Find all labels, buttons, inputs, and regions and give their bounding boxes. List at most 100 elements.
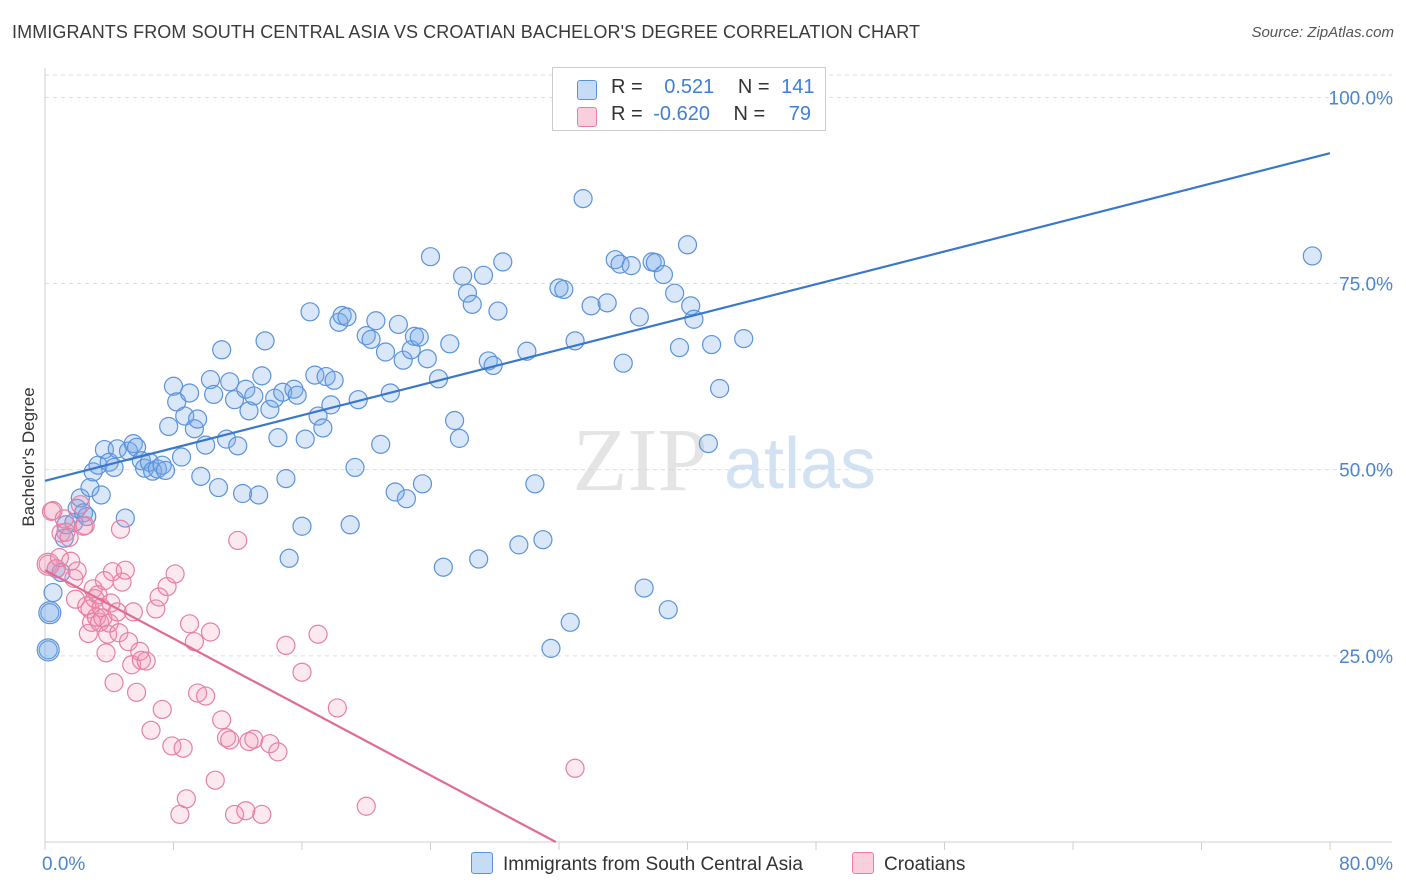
point-croatians (173, 738, 193, 758)
point-south-central-asia (597, 293, 617, 313)
point-south-central-asia (613, 353, 633, 373)
point-south-central-asia (287, 385, 307, 405)
point-south-central-asia (313, 418, 333, 438)
point-croatians (104, 673, 124, 693)
point-south-central-asia (396, 489, 417, 509)
point-croatians (126, 682, 147, 702)
point-south-central-asia (324, 370, 344, 390)
point-south-central-asia (70, 488, 90, 508)
point-south-central-asia (541, 638, 561, 658)
point-south-central-asia (361, 329, 381, 349)
point-south-central-asia (444, 410, 465, 431)
point-south-central-asia (488, 301, 508, 321)
point-croatians (165, 564, 185, 584)
point-croatians (112, 572, 132, 592)
point-south-central-asia (533, 530, 553, 550)
point-south-central-asia (420, 247, 441, 267)
point-south-central-asia (36, 638, 60, 662)
point-south-central-asia (469, 549, 489, 569)
bottom-legend-item-croatians: Croatians (852, 852, 965, 876)
bottom-legend-label: Immigrants from South Central Asia (503, 854, 803, 875)
point-croatians (200, 622, 221, 642)
y-tick-label: 75.0% (1339, 275, 1393, 296)
point-croatians (224, 804, 245, 825)
point-croatians (244, 729, 264, 749)
point-south-central-asia (115, 508, 135, 528)
point-south-central-asia (300, 302, 320, 322)
point-south-central-asia (457, 283, 478, 303)
chart-source: Source: ZipAtlas.com (1251, 24, 1394, 41)
point-south-central-asia (200, 369, 221, 390)
point-south-central-asia (449, 428, 470, 448)
point-croatians (149, 587, 169, 607)
x-tick-label: 0.0% (42, 854, 85, 875)
point-croatians (356, 796, 376, 816)
grid-layer (45, 74, 1392, 657)
point-south-central-asia (187, 409, 208, 429)
point-croatians (196, 686, 216, 706)
point-south-central-asia (232, 483, 253, 504)
stats-legend: R = 0.521 N = 141 R = -0.620 N = 79 (552, 67, 826, 131)
point-south-central-asia (212, 340, 232, 360)
point-south-central-asia (337, 307, 357, 327)
legend-r-label: R = (611, 76, 643, 98)
point-croatians (260, 734, 280, 754)
point-croatians (59, 527, 79, 548)
point-croatians (152, 699, 172, 720)
point-south-central-asia (179, 383, 200, 403)
point-south-central-asia (412, 474, 433, 494)
legend-r-value: 0.521 (664, 76, 715, 98)
point-south-central-asia (295, 429, 315, 449)
bottom-legend-label: Croatians (884, 854, 966, 875)
point-croatians (565, 758, 585, 778)
point-south-central-asia (409, 327, 429, 347)
point-south-central-asia (698, 434, 718, 454)
point-croatians (115, 560, 135, 580)
point-south-central-asia (163, 376, 184, 396)
point-south-central-asia (710, 378, 730, 399)
point-south-central-asia (658, 600, 678, 620)
point-south-central-asia (292, 516, 312, 536)
point-south-central-asia (249, 485, 269, 505)
point-south-central-asia (701, 334, 722, 355)
y-axis-title: Bachelor's Degree (19, 387, 38, 526)
point-south-central-asia (393, 350, 413, 370)
legend-swatch-blue (577, 80, 597, 100)
legend-n-label: N = (737, 76, 770, 98)
point-south-central-asia (581, 296, 601, 316)
point-south-central-asia (40, 603, 60, 623)
point-croatians (146, 599, 166, 619)
legend-r-label: R = (611, 103, 643, 125)
point-south-central-asia (573, 189, 593, 209)
point-south-central-asia (208, 477, 229, 498)
point-south-central-asia (462, 294, 482, 314)
point-south-central-asia (244, 386, 264, 406)
point-south-central-asia (38, 640, 58, 660)
point-south-central-asia (388, 314, 408, 335)
y-tick-label: 25.0% (1339, 647, 1393, 668)
point-south-central-asia (417, 349, 437, 369)
point-croatians (327, 698, 347, 718)
point-south-central-asia (152, 455, 172, 475)
point-croatians (212, 710, 232, 730)
point-croatians (252, 804, 272, 825)
x-tick-label: 80.0% (1339, 854, 1393, 875)
point-croatians (228, 530, 248, 551)
point-croatians (184, 632, 204, 652)
point-south-central-asia (43, 582, 63, 603)
point-south-central-asia (228, 436, 248, 456)
point-south-central-asia (340, 515, 360, 535)
watermark-zip: ZIP (573, 411, 708, 510)
point-croatians (179, 614, 200, 634)
point-south-central-asia (629, 307, 649, 327)
watermark-atlas: atlas (724, 424, 876, 504)
point-croatians (136, 651, 156, 671)
point-south-central-asia (371, 434, 391, 454)
point-croatians (268, 742, 288, 762)
point-south-central-asia (366, 311, 386, 331)
point-south-central-asia (483, 355, 503, 376)
bottom-legend-item-south-central-asia: Immigrants from South Central Asia (471, 852, 803, 876)
point-south-central-asia (191, 466, 211, 486)
point-south-central-asia (525, 474, 545, 494)
